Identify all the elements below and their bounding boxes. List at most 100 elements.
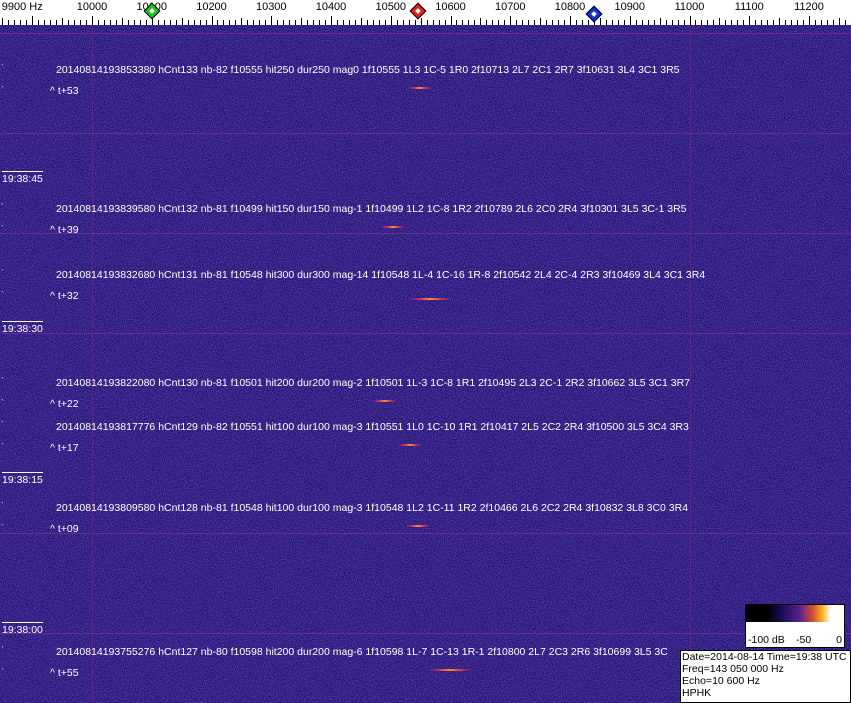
- axis-tick: [492, 20, 494, 25]
- axis-tick: [372, 20, 374, 25]
- axis-tick: [426, 20, 428, 25]
- axis-tick: [109, 20, 111, 25]
- axis-tick: [486, 20, 488, 25]
- axis-label: 11100: [734, 1, 764, 13]
- axis-tick: [38, 20, 40, 25]
- axis-label: 10700: [494, 1, 526, 13]
- axis-tick: [468, 20, 470, 25]
- axis-tick: [32, 16, 34, 25]
- axis-tick: [504, 20, 506, 25]
- axis-tick: [336, 20, 338, 25]
- axis-tick: [725, 20, 727, 25]
- axis-tick: [510, 16, 512, 25]
- axis-tick: [211, 16, 213, 25]
- scale-label-max: 0: [836, 634, 842, 646]
- axis-tick: [593, 20, 595, 25]
- axis-label: 10800: [554, 1, 586, 13]
- meteor-echo-trace: [381, 226, 405, 228]
- time-label: 19:38:00: [2, 622, 43, 636]
- axis-tick: [540, 18, 542, 25]
- detection-text: 20140814193839580 hCnt132 nb-81 f10499 h…: [56, 203, 687, 215]
- row-marker: `: [1, 268, 4, 278]
- meteor-echo-trace: [398, 444, 422, 446]
- axis-tick: [779, 18, 781, 25]
- axis-tick: [605, 20, 607, 25]
- axis-tick: [546, 20, 548, 25]
- axis-tick: [402, 20, 404, 25]
- meteor-echo-trace: [406, 525, 430, 527]
- row-marker: `: [1, 224, 4, 234]
- axis-tick: [761, 20, 763, 25]
- axis-tick: [832, 20, 834, 25]
- row-marker: `: [1, 85, 4, 95]
- axis-tick: [325, 20, 327, 25]
- axis-tick: [74, 20, 76, 25]
- axis-tick: [414, 20, 416, 25]
- axis-tick: [713, 20, 715, 25]
- axis-tick: [151, 16, 153, 25]
- axis-tick: [755, 20, 757, 25]
- axis-tick: [653, 20, 655, 25]
- axis-tick: [390, 16, 392, 25]
- axis-tick: [133, 20, 135, 25]
- row-marker: `: [1, 202, 4, 212]
- axis-tick: [623, 20, 625, 25]
- axis-tick: [301, 18, 303, 25]
- meteor-echo-trace: [373, 400, 397, 402]
- grid-line: [0, 333, 851, 334]
- axis-tick: [115, 20, 117, 25]
- axis-tick: [199, 20, 201, 25]
- red-frequency-marker[interactable]: [409, 2, 427, 20]
- row-marker: `: [1, 501, 4, 511]
- row-marker: `: [1, 523, 4, 533]
- axis-tick: [14, 20, 16, 25]
- row-marker: `: [1, 442, 4, 452]
- axis-tick: [570, 16, 571, 25]
- axis-tick: [20, 20, 22, 25]
- axis-label: 10200: [196, 1, 227, 13]
- axis-tick: [785, 20, 787, 25]
- axis-tick: [719, 18, 721, 25]
- detection-text: 20140814193853380 hCnt133 nb-82 f10555 h…: [56, 64, 680, 76]
- axis-tick: [647, 20, 649, 25]
- grid-line: [0, 633, 851, 634]
- axis-tick: [56, 20, 58, 25]
- axis-tick: [229, 20, 231, 25]
- axis-tick: [611, 20, 613, 25]
- axis-tick: [384, 20, 386, 25]
- axis-tick: [187, 20, 189, 25]
- detection-text: 20140814193809580 hCnt128 nb-81 f10548 h…: [56, 502, 689, 514]
- detection-text: 20140814193817776 hCnt129 nb-82 f10551 h…: [56, 421, 689, 433]
- axis-tick: [534, 20, 536, 25]
- axis-tick: [44, 20, 46, 25]
- axis-tick: [749, 16, 751, 25]
- axis-tick: [826, 20, 828, 25]
- axis-tick: [283, 20, 285, 25]
- meteor-echo-trace: [408, 87, 432, 89]
- axis-tick: [354, 20, 356, 25]
- axis-tick: [253, 20, 255, 25]
- axis-label: 10000: [76, 1, 108, 13]
- axis-tick: [241, 18, 243, 25]
- axis-tick: [277, 20, 279, 25]
- axis-tick: [259, 20, 261, 25]
- axis-tick: [803, 20, 805, 25]
- axis-tick: [50, 20, 52, 25]
- axis-tick: [838, 18, 840, 25]
- axis-label: 10600: [435, 1, 466, 13]
- axis-tick: [289, 20, 291, 25]
- axis-tick: [223, 20, 225, 25]
- meteor-echo-trace: [408, 298, 452, 300]
- axis-tick: [844, 20, 846, 25]
- axis-tick: [773, 20, 775, 25]
- row-marker: `: [1, 290, 4, 300]
- axis-tick: [438, 20, 440, 25]
- axis-tick: [797, 20, 799, 25]
- axis-tick: [809, 16, 810, 25]
- row-marker: `: [1, 376, 4, 386]
- axis-tick: [378, 20, 380, 25]
- axis-tick: [743, 20, 745, 25]
- axis-tick: [360, 18, 362, 25]
- axis-tick: [641, 20, 643, 25]
- axis-tick: [731, 20, 733, 25]
